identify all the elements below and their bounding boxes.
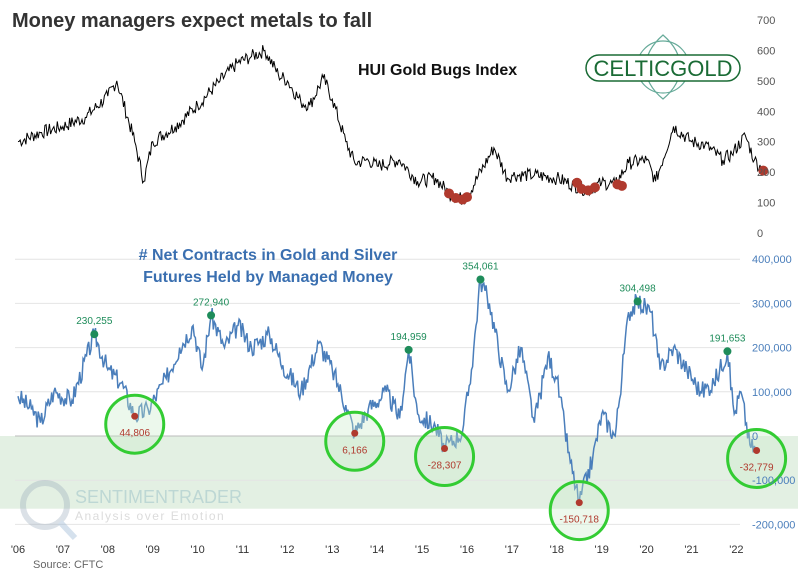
low-highlight-circle [726,427,788,489]
hui-y-tick-label: 300 [757,137,775,149]
low-highlight-circle [548,480,610,542]
chart-title: Money managers expect metals to fall [12,10,372,32]
x-tick-label: '16 [460,544,474,556]
watermark-handle [57,519,78,541]
hui-low-marker [462,192,472,203]
net-y-tick-label: 200,000 [752,343,792,355]
x-tick-label: '14 [370,544,384,556]
low-marker [131,412,139,420]
low-value-label: -28,307 [428,461,462,472]
low-marker [351,429,359,437]
x-tick-label: '15 [415,544,429,556]
watermark-magnifier-icon [20,480,70,530]
hui-y-tick-label: 600 [757,45,775,57]
x-tick-label: '10 [190,544,204,556]
x-tick-label: '20 [639,544,653,556]
net-panel-title-line2: Futures Held by Managed Money [143,269,393,286]
hui-series-line [17,45,764,205]
hui-low-marker [616,180,627,191]
low-highlight-circle [324,410,386,472]
x-tick-label: '07 [56,544,70,556]
high-marker [723,347,732,356]
x-tick-label: '17 [505,544,519,556]
low-highlight-circle [104,393,166,455]
low-value-label: -32,779 [740,462,774,473]
high-marker [633,297,642,306]
net-y-tick-label: 300,000 [752,298,792,310]
low-marker [441,445,449,453]
net-y-tick-label: 400,000 [752,254,792,266]
x-tick-label: '13 [325,544,339,556]
watermark-name: SENTIMENTRADER [75,487,242,507]
celticgold-logo: CELTICGOLD [585,34,741,100]
hui-y-tick-label: 400 [757,106,775,118]
hui-low-marker [589,182,600,193]
high-value-label: 354,061 [462,262,499,273]
low-highlight-circle [414,426,476,488]
high-value-label: 230,255 [76,316,113,327]
x-tick-label: '19 [595,544,609,556]
hui-y-tick-label: 700 [757,15,775,27]
x-tick-label: '12 [280,544,294,556]
high-value-label: 304,498 [620,283,657,294]
low-value-label: 6,166 [342,445,367,456]
high-value-label: 194,959 [391,332,428,343]
high-marker [207,311,216,320]
negative-zone-band [0,436,798,509]
sentimentrader-watermark: SENTIMENTRADER Analysis over Emotion [20,480,242,541]
x-tick-label: '06 [11,544,25,556]
low-marker [575,499,583,507]
net-contracts-series-line [17,279,758,506]
x-tick-label: '18 [550,544,564,556]
hui-low-marker [758,165,769,176]
net-y-tick-label: -200,000 [752,519,795,531]
watermark-tagline: Analysis over Emotion [75,509,225,523]
x-tick-label: '08 [101,544,115,556]
net-y-tick-label: 100,000 [752,387,792,399]
hui-y-tick-label: 100 [757,198,775,210]
logo-text: CELTICGOLD [594,56,733,81]
high-marker [476,275,485,284]
x-tick-label: '21 [684,544,698,556]
x-tick-label: '22 [729,544,743,556]
x-tick-label: '11 [236,544,250,556]
high-value-label: 191,653 [709,333,746,344]
net-y-tick-label: 0 [752,431,758,443]
hui-panel-title: HUI Gold Bugs Index [358,62,517,79]
net-panel-title-line1: # Net Contracts in Gold and Silver [139,247,398,264]
high-marker [404,345,413,354]
hui-y-tick-label: 500 [757,76,775,88]
low-marker [753,446,761,454]
high-value-label: 272,940 [193,297,230,308]
hui-y-tick-label: 0 [757,228,763,240]
source-note: Source: CFTC [33,559,103,571]
low-value-label: -150,718 [560,515,600,526]
high-marker [90,330,99,339]
hui-y-tick-label: 200 [757,167,775,179]
net-y-tick-label: -100,000 [752,475,795,487]
x-tick-label: '09 [146,544,160,556]
low-value-label: 44,806 [119,428,150,439]
